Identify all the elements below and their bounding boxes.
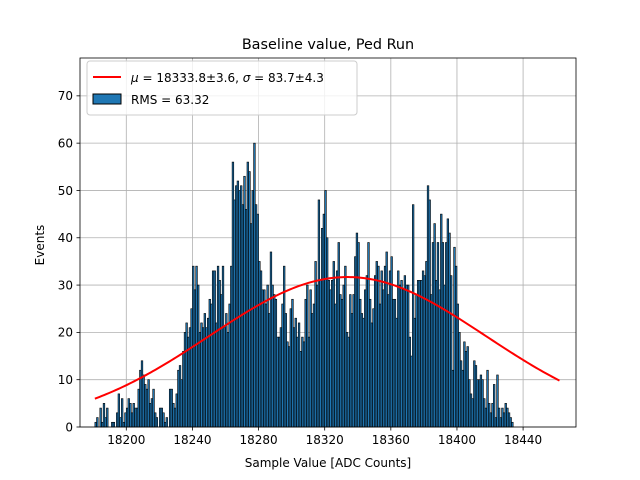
y-tick-label: 20 [58,326,73,340]
histogram-bar [106,407,109,428]
y-tick-label: 60 [58,136,73,150]
histogram-bar [165,417,168,428]
legend-rms-label: RMS = 63.32 [131,93,209,107]
legend-frame [86,60,358,116]
x-tick-label: 18400 [438,433,476,447]
y-tick-label: 40 [58,231,73,245]
y-tick-label: 10 [58,373,73,387]
legend-mu-symbol: μ [130,71,139,85]
legend-fit-label: μ = 18333.8±3.6, σ = 83.7±4.3 [130,71,324,85]
plot-frame [79,57,577,428]
x-tick-label: 18240 [173,433,211,447]
histogram-bar [155,417,159,428]
y-tick-label: 30 [58,278,73,292]
y-tick-label: 70 [58,89,73,103]
x-tick-label: 18320 [306,433,344,447]
y-tick-label: 50 [58,184,73,198]
axes: 18200 18240 18280 18320 18360 18400 18440 0 10 20… [58,57,577,447]
y-tick-label: 0 [65,420,73,434]
x-axis-label: Sample Value [ADC Counts] [245,456,411,470]
histogram-bar [112,421,116,428]
legend: μ = 18333.8±3.6, σ = 83.7±4.3 RMS = 63.3… [86,60,358,116]
chart-title: Baseline value, Ped Run [242,37,414,53]
legend-sigma-value: = 83.7±4.3 [250,71,324,85]
x-tick-label: 18280 [239,433,277,447]
y-axis-label: Events [33,225,47,266]
histogram-bar [511,421,514,428]
x-tick-label: 18360 [372,433,410,447]
legend-sigma-symbol: σ [243,71,251,85]
legend-histogram-swatch [92,93,122,105]
legend-mu-value: = 18333.8±3.6, [139,71,243,85]
gaussian-fit-curve [94,276,560,400]
histogram-bar [96,417,99,428]
x-tick-label: 18440 [504,433,542,447]
x-tick-label: 18200 [107,433,145,447]
